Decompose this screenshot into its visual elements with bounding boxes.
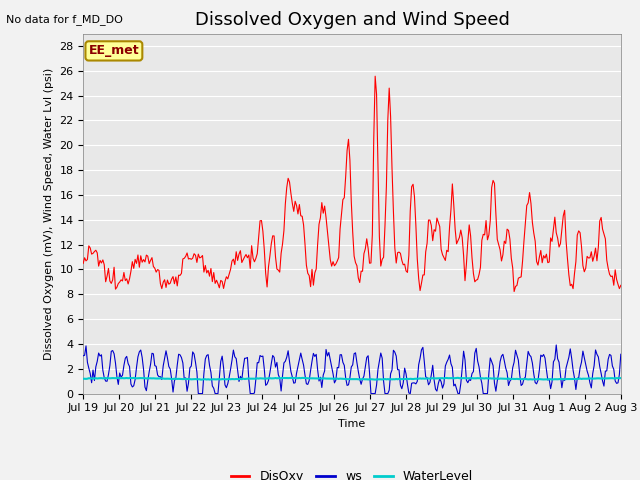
DisOxy [356,280,364,286]
WaterLevel [98,375,106,381]
WaterLevel [357,376,365,382]
Line: ws: ws [83,345,621,394]
ws [617,351,625,357]
WaterLevel [545,376,553,382]
X-axis label: Time: Time [339,419,365,429]
DisOxy [98,260,106,266]
ws [98,352,106,358]
DisOxy [617,282,625,288]
Text: No data for f_MD_DO: No data for f_MD_DO [6,14,124,25]
DisOxy [464,239,472,245]
WaterLevel [115,375,122,381]
DisOxy [79,261,87,266]
Y-axis label: Dissolved Oxygen (mV), Wind Speed, Water Lvl (psi): Dissolved Oxygen (mV), Wind Speed, Water… [44,68,54,360]
Title: Dissolved Oxygen and Wind Speed: Dissolved Oxygen and Wind Speed [195,11,509,29]
ws [115,382,122,387]
DisOxy [510,288,518,294]
WaterLevel [465,375,473,381]
ws [195,391,202,396]
Line: WaterLevel: WaterLevel [83,378,621,380]
ws [464,380,472,385]
DisOxy [545,259,553,265]
DisOxy [115,281,122,287]
DisOxy [616,286,623,291]
Legend: DisOxy, ws, WaterLevel: DisOxy, ws, WaterLevel [226,465,478,480]
WaterLevel [79,376,87,382]
Line: DisOxy: DisOxy [83,76,621,291]
ws [552,342,560,348]
ws [616,372,623,377]
WaterLevel [617,375,625,381]
ws [544,377,552,383]
DisOxy [371,73,379,79]
WaterLevel [454,375,462,381]
ws [357,382,365,387]
ws [79,353,87,359]
Text: EE_met: EE_met [88,44,140,58]
WaterLevel [197,377,205,383]
WaterLevel [616,375,623,381]
